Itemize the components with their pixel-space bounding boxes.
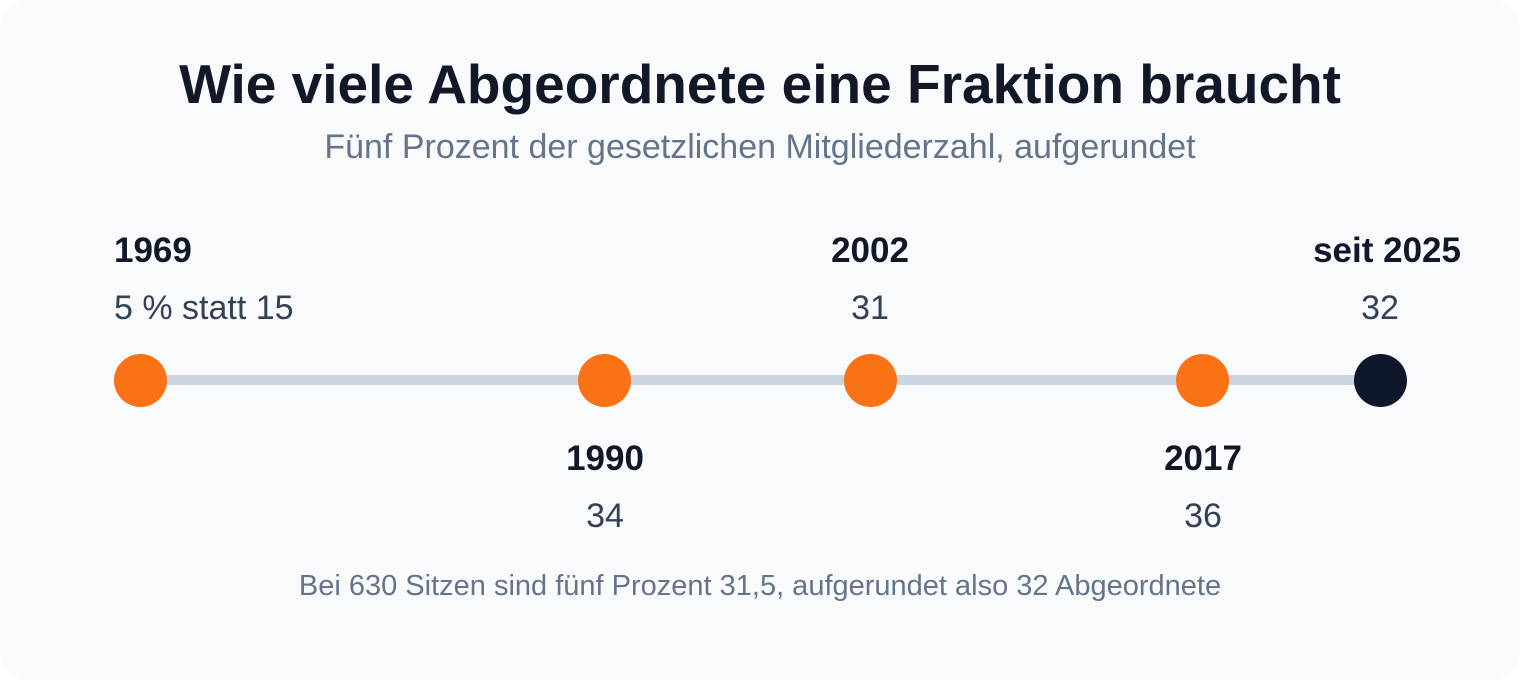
- timeline-year-2017: 2017: [1164, 439, 1242, 478]
- timeline-dot-2017: [1176, 354, 1229, 407]
- timeline-value-2017: 36: [1184, 497, 1222, 535]
- timeline-year-1990: 1990: [566, 439, 644, 478]
- page-title: Wie viele Abgeordnete eine Fraktion brau…: [179, 53, 1341, 115]
- timeline-dot-1969: [114, 354, 167, 407]
- timeline-value-1990: 34: [586, 497, 624, 535]
- page-subtitle: Fünf Prozent der gesetzlichen Mitglieder…: [324, 128, 1196, 166]
- timeline-year-current: seit 2025: [1313, 231, 1461, 270]
- timeline-value-current: 32: [1361, 289, 1399, 327]
- timeline-track: [141, 375, 1380, 385]
- timeline-dot-2002: [844, 354, 897, 407]
- timeline-year-2002: 2002: [831, 231, 909, 270]
- timeline-dot-1990: [578, 354, 631, 407]
- timeline-value-2002: 31: [851, 289, 889, 327]
- footnote: Bei 630 Sitzen sind fünf Prozent 31,5, a…: [298, 570, 1222, 602]
- timeline-value-1969: 5 % statt 15: [114, 289, 294, 327]
- timeline-dot-current: [1354, 354, 1407, 407]
- timeline-year-1969: 1969: [114, 231, 192, 270]
